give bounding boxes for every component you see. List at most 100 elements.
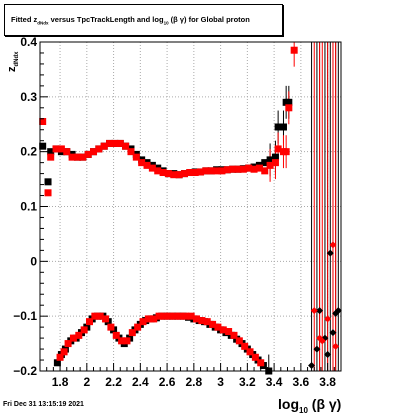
data-point [106, 139, 114, 147]
data-point [271, 159, 279, 167]
data-point [176, 312, 184, 320]
data-point [308, 362, 316, 370]
data-point [64, 340, 72, 348]
data-point [107, 323, 115, 331]
data-point [180, 170, 188, 178]
data-point [193, 315, 201, 323]
x-tick-label: 3.2 [239, 375, 256, 389]
data-point [57, 145, 65, 153]
data-point [69, 334, 77, 342]
data-point [60, 348, 68, 356]
data-point [261, 159, 269, 167]
data-point [73, 153, 81, 161]
x-tick-label: 2 [83, 375, 90, 389]
data-point [310, 307, 318, 315]
data-point [102, 315, 110, 323]
data-point [214, 323, 222, 331]
data-point [219, 326, 227, 334]
markers [39, 46, 342, 375]
axis-ticks [40, 41, 342, 372]
data-point [218, 167, 226, 175]
x-tick-label: 3 [217, 375, 224, 389]
data-point [326, 249, 334, 257]
data-point [197, 168, 205, 176]
data-point [261, 167, 269, 175]
data-point [290, 46, 298, 54]
data-point [155, 312, 163, 320]
data-point [203, 318, 211, 326]
x-tick-label: 1.8 [52, 375, 69, 389]
data-point [191, 169, 199, 177]
data-point [250, 165, 258, 173]
x-tick-label: 2.6 [159, 375, 176, 389]
data-point [166, 312, 174, 320]
data-point [329, 329, 337, 337]
data-point [123, 337, 131, 345]
x-tick-label: 3.6 [293, 375, 310, 389]
x-tick-label: 2.8 [186, 375, 203, 389]
data-point [90, 148, 98, 156]
data-point [122, 142, 130, 150]
data-point [198, 317, 206, 325]
x-tick-label: 3.8 [319, 375, 336, 389]
data-point [251, 353, 259, 361]
data-point [329, 241, 337, 249]
data-point [127, 148, 135, 156]
data-point [324, 351, 332, 359]
data-point [257, 359, 265, 367]
data-point [56, 353, 64, 361]
data-point [52, 145, 60, 153]
data-point [84, 150, 92, 158]
data-point [128, 329, 136, 337]
data-point [150, 315, 158, 323]
data-point [266, 156, 274, 164]
data-point [47, 153, 55, 161]
data-point [230, 331, 238, 339]
data-point [255, 164, 263, 172]
timestamp: Fri Dec 31 13:15:19 2021 [3, 401, 84, 408]
data-point [274, 145, 282, 153]
data-point [79, 153, 87, 161]
data-point [316, 307, 324, 315]
y-tick-label: 0.4 [20, 35, 37, 49]
data-point [171, 312, 179, 320]
data-point [282, 148, 290, 156]
data-point [143, 161, 151, 169]
data-point [75, 331, 83, 339]
data-point [164, 170, 172, 178]
data-point [229, 165, 237, 173]
title-z: z [33, 15, 38, 24]
data-point [246, 348, 254, 356]
data-point [100, 142, 108, 150]
data-point [95, 145, 103, 153]
data-point [68, 153, 76, 161]
data-point [234, 165, 242, 173]
data-point [266, 161, 274, 169]
data-point [324, 315, 332, 323]
data-point [148, 164, 156, 172]
data-point [85, 318, 93, 326]
data-point [334, 307, 342, 315]
data-point [144, 315, 152, 323]
data-point [39, 142, 47, 150]
data-point [207, 167, 215, 175]
data-point [332, 342, 340, 350]
data-point [170, 171, 178, 179]
x-tick-label: 2.4 [132, 375, 149, 389]
data-point [116, 139, 124, 147]
data-point [160, 312, 168, 320]
data-point [202, 167, 210, 175]
data-point [154, 167, 162, 175]
data-point [241, 342, 249, 350]
y-tick-label: 0.2 [20, 145, 37, 159]
data-point [285, 104, 293, 112]
chart-title: Fitted zdNdx versus TpcTrackLength and l… [11, 15, 250, 26]
data-point [313, 345, 321, 353]
title-log-sub: 10 [163, 20, 169, 26]
data-point [182, 312, 190, 320]
y-tick-label: −0.1 [13, 309, 37, 323]
data-point [63, 148, 71, 156]
title-word-fitted: Fitted [11, 15, 32, 24]
data-point [112, 331, 120, 339]
data-point [47, 148, 55, 156]
